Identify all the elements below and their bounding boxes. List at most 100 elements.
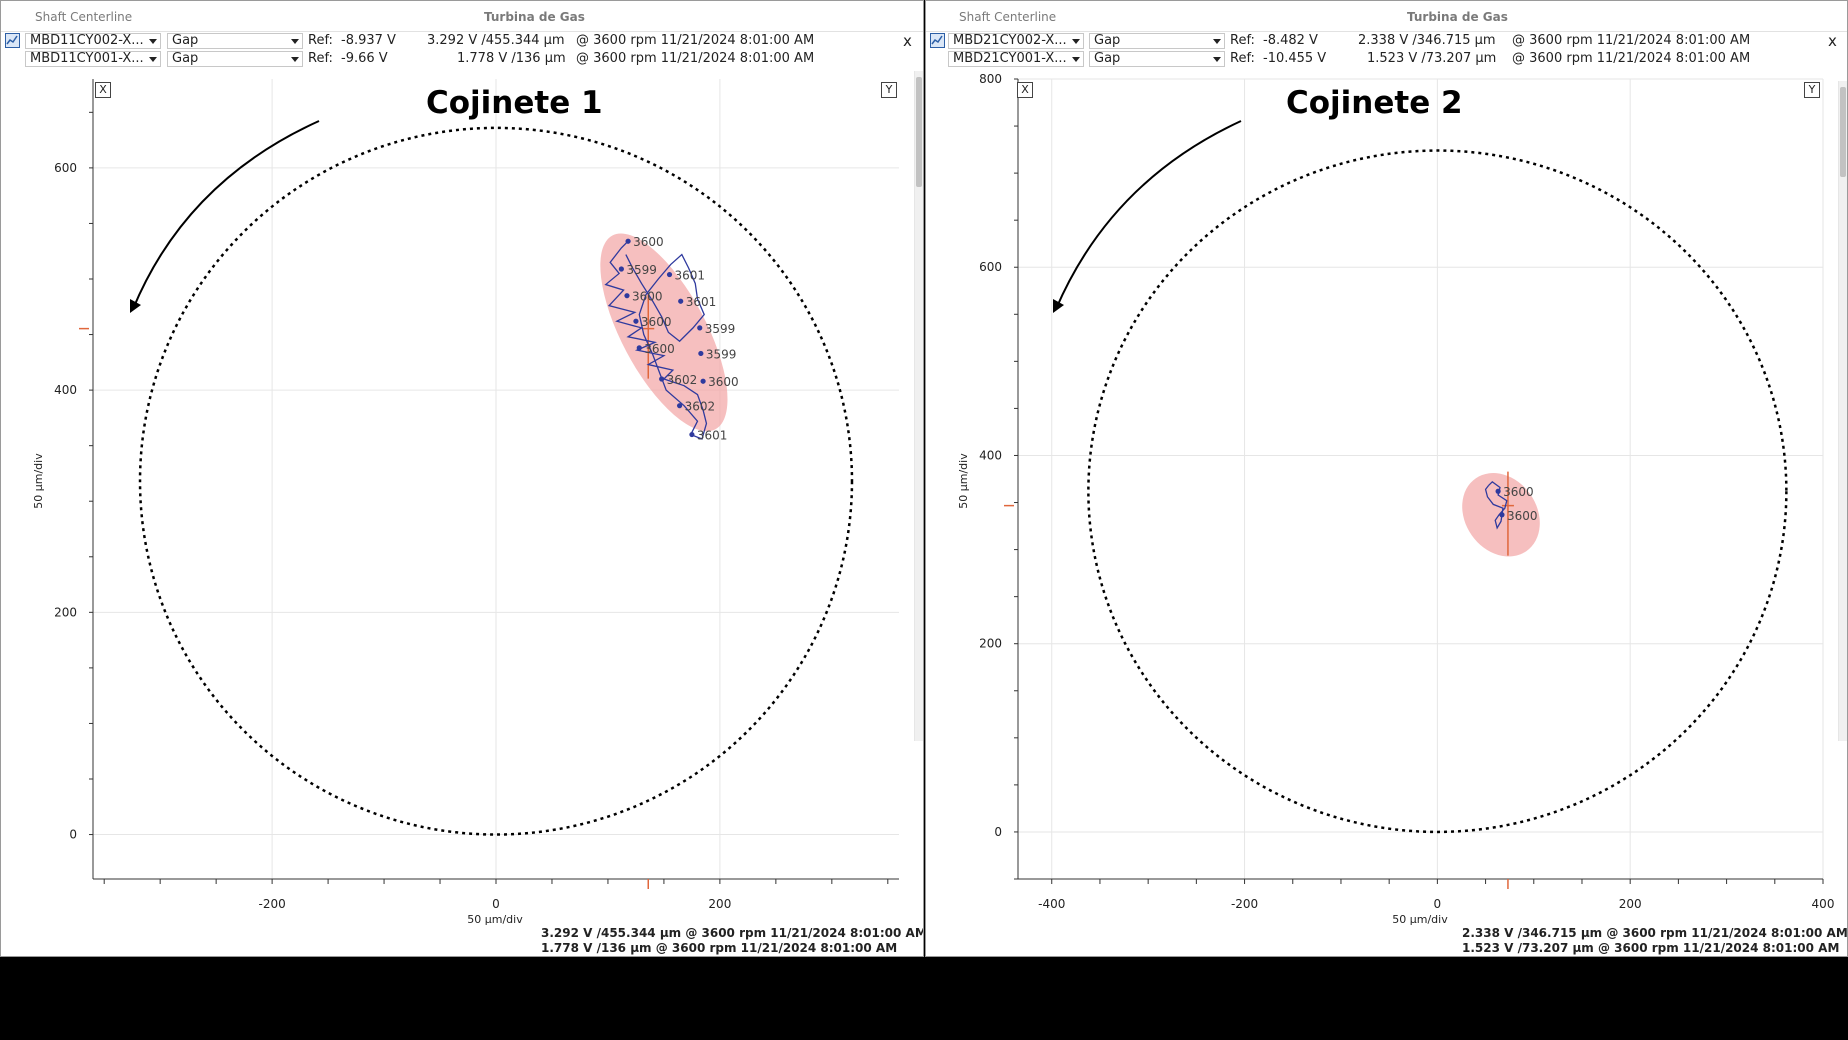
- bearing-clearance-circle: [138, 126, 854, 836]
- x-tick-label: 0: [492, 897, 500, 911]
- reading-timestamp: @ 3600 rpm 11/21/2024 8:01:00 AM: [1512, 33, 1751, 48]
- vertical-scrollbar[interactable]: [914, 71, 923, 741]
- y-tick-label: 0: [69, 828, 77, 842]
- y-tick-label: 400: [54, 383, 77, 397]
- shaft-centerline-panel-1: Shaft Centerline Turbina de Gas MBD11CY0…: [0, 0, 924, 957]
- x-tick-label: -200: [1231, 897, 1258, 911]
- y-axis-button[interactable]: Y: [1804, 82, 1820, 98]
- orbit-point: [666, 271, 673, 278]
- orbit-point: [1495, 488, 1501, 494]
- sensor-select-2[interactable]: MBD11CY001-X...: [25, 51, 161, 67]
- chevron-down-icon: [149, 39, 157, 44]
- mode-select-value: Gap: [172, 33, 199, 48]
- orbit-envelope-ellipse: [600, 233, 728, 432]
- ref-label: Ref:: [308, 33, 333, 48]
- x-axis-button[interactable]: X: [1017, 82, 1033, 98]
- sensor-select-value: MBD11CY002-X...: [30, 33, 144, 48]
- footer-reading-2: 1.523 V /73.207 µm @ 3600 rpm 11/21/2024…: [1462, 941, 1840, 955]
- rpm-label: 3600: [632, 290, 663, 304]
- rpm-label: 3600: [633, 235, 664, 249]
- shaft-centerline-plot-1: -200 0 200 0 200 400 600 50 µm/div 50 µm/div 3600…: [32, 79, 899, 926]
- x-tick-label: 0: [1434, 897, 1442, 911]
- x-axis-label: 50 µm/div: [467, 913, 523, 926]
- plot-title: Cojinete 1: [426, 85, 603, 121]
- ref-value: -8.482 V: [1263, 33, 1318, 48]
- orbit-point: [689, 431, 695, 438]
- rpm-label: 3599: [705, 322, 736, 336]
- mode-select-1[interactable]: Gap: [167, 33, 303, 49]
- mode-select-value: Gap: [1094, 33, 1121, 48]
- ref-value: -10.455 V: [1263, 51, 1327, 66]
- chevron-down-icon: [1072, 57, 1080, 62]
- rpm-label: 3602: [685, 400, 716, 414]
- ref-value: -9.66 V: [341, 51, 388, 66]
- footer-reading-1: 3.292 V /455.344 µm @ 3600 rpm 11/21/202…: [541, 926, 924, 940]
- mode-select-1[interactable]: Gap: [1089, 33, 1225, 49]
- rotation-arrowhead-icon: [1053, 299, 1064, 313]
- window-title: Shaft Centerline: [35, 10, 133, 24]
- x-axis-button[interactable]: X: [95, 82, 111, 98]
- panel-titlebar: Shaft Centerline Turbina de Gas: [926, 1, 1847, 32]
- rpm-label: 3599: [626, 263, 657, 277]
- rotation-direction-arrow: [132, 120, 320, 310]
- sensor-select-1[interactable]: MBD21CY002-X...: [948, 33, 1084, 49]
- close-icon[interactable]: x: [1828, 32, 1837, 50]
- rotation-arrowhead-icon: [130, 299, 141, 313]
- chevron-down-icon: [149, 57, 157, 62]
- orbit-point: [678, 298, 684, 304]
- chevron-down-icon: [291, 57, 299, 62]
- x-tick-label: 200: [1619, 897, 1642, 911]
- reading-timestamp: @ 3600 rpm 11/21/2024 8:01:00 AM: [576, 51, 815, 66]
- rpm-label: 3601: [697, 429, 728, 443]
- x-tick-label: 200: [708, 897, 731, 911]
- orbit-point: [624, 293, 630, 299]
- y-axis-label: 50 µm/div: [32, 453, 45, 509]
- chevron-down-icon: [291, 39, 299, 44]
- ref-label: Ref:: [1230, 33, 1255, 48]
- sensor-select-1[interactable]: MBD11CY002-X...: [25, 33, 161, 49]
- orbit-point: [697, 325, 703, 331]
- ref-label: Ref:: [1230, 51, 1255, 66]
- y-tick-label: 400: [979, 448, 1002, 462]
- chevron-down-icon: [1213, 39, 1221, 44]
- chevron-down-icon: [1072, 39, 1080, 44]
- reading-timestamp: @ 3600 rpm 11/21/2024 8:01:00 AM: [576, 33, 815, 48]
- sensor-select-value: MBD21CY001-X...: [953, 51, 1067, 66]
- bearing-clearance-circle: [1087, 149, 1788, 834]
- chart-icon[interactable]: [5, 33, 20, 48]
- chevron-down-icon: [1213, 57, 1221, 62]
- orbit-point: [618, 266, 624, 272]
- x-tick-label: -400: [1038, 897, 1065, 911]
- orbit-point: [698, 350, 704, 357]
- scrollbar-thumb[interactable]: [1840, 87, 1846, 177]
- y-tick-label: 600: [54, 161, 77, 175]
- scrollbar-thumb[interactable]: [916, 77, 922, 187]
- orbit-point: [633, 318, 639, 324]
- machine-name: Turbina de Gas: [1407, 10, 1508, 24]
- reading-value: 1.523 V /73.207 µm: [1367, 51, 1497, 66]
- chart-icon[interactable]: [930, 33, 945, 48]
- footer-reading-2: 1.778 V /136 µm @ 3600 rpm 11/21/2024 8:…: [541, 941, 898, 955]
- orbit-point: [1499, 512, 1505, 518]
- x-tick-label: 400: [1812, 897, 1835, 911]
- y-axis-button[interactable]: Y: [881, 82, 897, 98]
- rpm-label: 3600: [1503, 485, 1534, 499]
- mode-select-2[interactable]: Gap: [1089, 51, 1225, 67]
- rpm-label: 3600: [1507, 509, 1538, 523]
- sensor-select-2[interactable]: MBD21CY001-X...: [948, 51, 1084, 67]
- plot-title: Cojinete 2: [1286, 85, 1463, 121]
- machine-name: Turbina de Gas: [484, 10, 585, 24]
- mode-select-2[interactable]: Gap: [167, 51, 303, 67]
- sensor-select-value: MBD21CY002-X...: [953, 33, 1067, 48]
- mode-select-value: Gap: [172, 51, 199, 66]
- mode-select-value: Gap: [1094, 51, 1121, 66]
- vertical-scrollbar[interactable]: [1838, 81, 1847, 741]
- close-icon[interactable]: x: [903, 32, 912, 50]
- footer-reading-1: 2.338 V /346.715 µm @ 3600 rpm 11/21/202…: [1462, 926, 1848, 940]
- ref-label: Ref:: [308, 51, 333, 66]
- y-tick-label: 800: [979, 72, 1002, 86]
- ref-value: -8.937 V: [341, 33, 396, 48]
- panel-titlebar: Shaft Centerline Turbina de Gas: [1, 1, 923, 32]
- shaft-centerline-panel-2: Shaft Centerline Turbina de Gas MBD21CY0…: [925, 0, 1848, 957]
- y-axis-label: 50 µm/div: [957, 453, 970, 509]
